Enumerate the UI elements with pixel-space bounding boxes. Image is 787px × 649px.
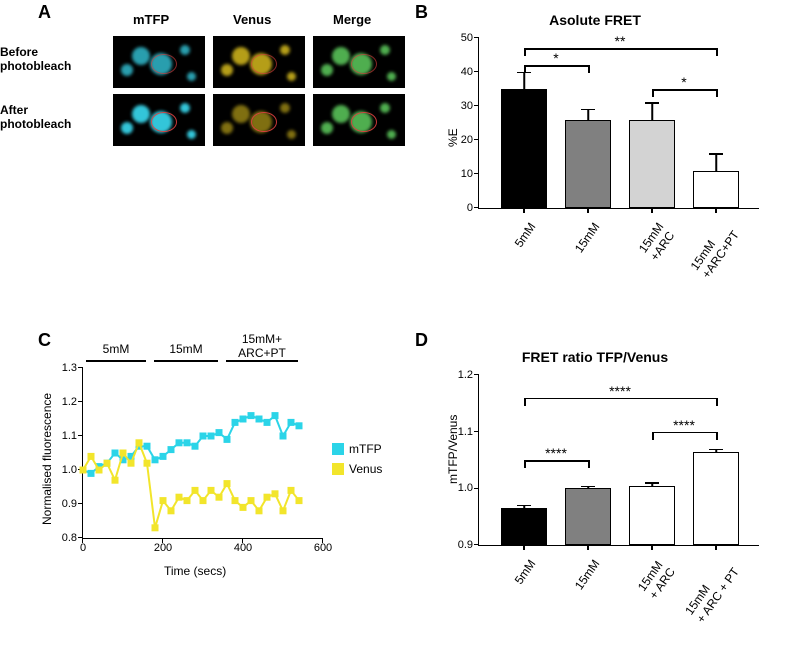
bar-xlabel: 5mM xyxy=(512,220,539,250)
panel-a-rowlabel: Beforephotobleach xyxy=(0,46,100,74)
micrograph xyxy=(113,94,205,146)
x-axis-title: Time (secs) xyxy=(164,564,226,578)
bar-xlabel: 15mM xyxy=(572,220,603,255)
micrograph xyxy=(313,94,405,146)
bar xyxy=(693,171,739,208)
plot-area: 0.91.01.11.2************ xyxy=(478,375,759,546)
bar-xlabel: 15mM+ARC xyxy=(636,220,678,263)
treatment-label: 5mM xyxy=(86,342,146,356)
chart-title: Asolute FRET xyxy=(430,12,760,28)
panel-a-colheader: Venus xyxy=(233,12,271,27)
panel-d-chart: FRET ratio TFP/Venus 0.91.01.11.2********… xyxy=(430,345,760,635)
bar-xlabel: 15mM+ARC+PT xyxy=(688,220,742,281)
bar xyxy=(565,488,611,545)
panel-a-colheader: Merge xyxy=(333,12,371,27)
micrograph xyxy=(113,36,205,88)
micrograph xyxy=(213,94,305,146)
bar xyxy=(693,452,739,546)
panel-a-colheader: mTFP xyxy=(133,12,169,27)
treatment-label: 15mM+ARC+PT xyxy=(226,332,298,360)
plot-area: 01020304050**** xyxy=(478,38,759,209)
treatment-bar xyxy=(86,360,146,362)
panel-label-d: D xyxy=(415,330,428,351)
panel-c: 0.80.91.01.11.21.30200400600 Normalised … xyxy=(20,338,390,618)
panel-c-plot: 0.80.91.01.11.21.30200400600 xyxy=(82,368,323,539)
bar-xlabel: 5mM xyxy=(512,557,539,587)
bar-xlabel: 15mM+ ARC xyxy=(635,557,678,602)
legend-item: mTFP xyxy=(332,442,382,456)
bar-xlabel: 15mM xyxy=(572,557,603,592)
legend-item: Venus xyxy=(332,462,382,476)
bar xyxy=(629,486,675,546)
treatment-bar xyxy=(226,360,298,362)
micrograph xyxy=(313,36,405,88)
panel-label-b: B xyxy=(415,2,428,23)
y-axis-title: mTFP/Venus xyxy=(446,415,460,484)
bar xyxy=(565,120,611,208)
bar-xlabel: 15mM+ ARC + PT xyxy=(682,557,742,626)
bar xyxy=(501,89,547,208)
micrograph xyxy=(213,36,305,88)
bar xyxy=(629,120,675,208)
panel-label-a: A xyxy=(38,2,51,23)
chart-title: FRET ratio TFP/Venus xyxy=(430,349,760,365)
y-axis-title: Normalised fluorescence xyxy=(40,393,54,525)
y-axis-title: %E xyxy=(446,128,460,147)
panel-b-chart: Asolute FRET 01020304050**** %E 5mM 15mM 15mM… xyxy=(430,8,760,298)
bar xyxy=(501,508,547,545)
treatment-label: 15mM xyxy=(154,342,218,356)
panel-a-rowlabel: Afterphotobleach xyxy=(0,104,100,132)
treatment-bar xyxy=(154,360,218,362)
